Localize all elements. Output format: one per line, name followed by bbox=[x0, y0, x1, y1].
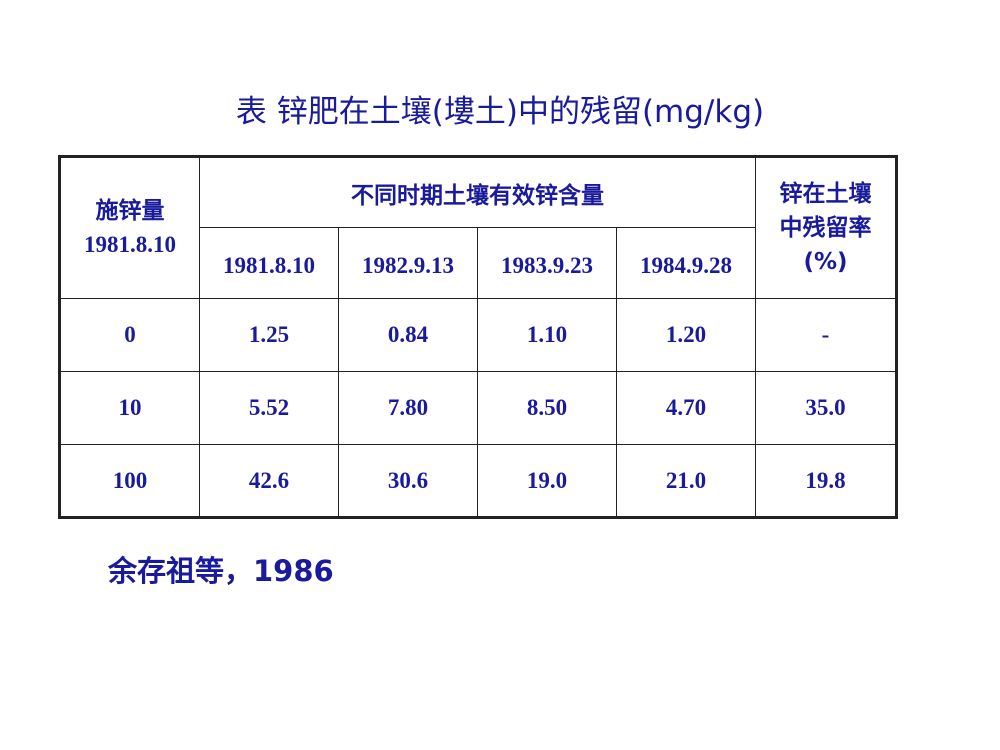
table-cell: 42.6 bbox=[199, 444, 339, 518]
group-header: 不同时期土壤有效锌含量 bbox=[199, 156, 756, 228]
table-cell: 30.6 bbox=[338, 444, 478, 518]
data-table: 施锌量 1981.8.10 不同时期土壤有效锌含量 锌在土壤 中残留率 (%) … bbox=[58, 155, 898, 519]
table-cell: 4.70 bbox=[616, 371, 756, 445]
table-row: 10 5.52 7.80 8.50 4.70 35.0 bbox=[59, 371, 897, 445]
header-text: 1981.8.10 bbox=[84, 232, 176, 257]
date-header: 1984.9.28 bbox=[616, 227, 756, 299]
table-cell: 19.8 bbox=[755, 444, 897, 518]
table-cell: 21.0 bbox=[616, 444, 756, 518]
date-header: 1982.9.13 bbox=[338, 227, 478, 299]
table-cell: 35.0 bbox=[755, 371, 897, 445]
table-cell: 7.80 bbox=[338, 371, 478, 445]
table-cell: 0.84 bbox=[338, 298, 478, 372]
rate-header: 施锌量 1981.8.10 bbox=[59, 156, 200, 299]
header-text: (%) bbox=[803, 249, 848, 275]
title: 表 锌肥在土壤(塿土)中的残留(mg/kg) bbox=[235, 94, 765, 130]
table-cell: 8.50 bbox=[477, 371, 617, 445]
table-row: 100 42.6 30.6 19.0 21.0 19.8 bbox=[59, 444, 897, 518]
table-cell: 100 bbox=[59, 444, 200, 518]
table-cell: - bbox=[755, 298, 897, 372]
header-text: 锌在土壤 bbox=[779, 181, 872, 207]
table-cell: 0 bbox=[59, 298, 200, 372]
residual-header: 锌在土壤 中残留率 (%) bbox=[755, 156, 897, 299]
source: 余存祖等，1986 bbox=[108, 554, 334, 588]
header-row: 施锌量 1981.8.10 不同时期土壤有效锌含量 锌在土壤 中残留率 (%) bbox=[59, 156, 897, 299]
table-row: 0 1.25 0.84 1.10 1.20- bbox=[59, 298, 897, 372]
table-cell: 5.52 bbox=[199, 371, 339, 445]
table-cell: 1.25 bbox=[199, 298, 339, 372]
table-cell: 1.10 bbox=[477, 298, 617, 372]
header-text: 施锌量 bbox=[95, 198, 165, 224]
date-header: 1981.8.10 bbox=[199, 227, 339, 299]
table-cell: 1.20 bbox=[616, 298, 756, 372]
table-cell: 19.0 bbox=[477, 444, 617, 518]
table-cell: 10 bbox=[59, 371, 200, 445]
header-text: 中残留率 bbox=[779, 215, 872, 241]
date-header: 1983.9.23 bbox=[477, 227, 617, 299]
